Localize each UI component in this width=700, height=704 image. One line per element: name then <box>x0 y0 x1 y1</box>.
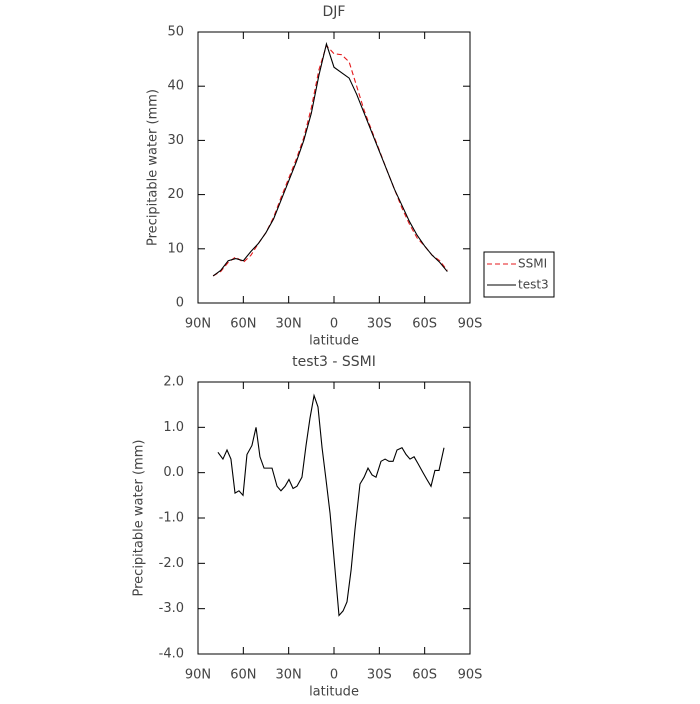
y-tick-label: -2.0 <box>159 556 184 571</box>
x-tick-label: 60S <box>412 317 437 332</box>
y-tick-label: 10 <box>167 241 184 256</box>
y-tick-label: -4.0 <box>159 647 184 662</box>
x-tick-label: 90N <box>185 668 211 683</box>
plot-frame <box>197 381 471 655</box>
chart-title: test3 - SSMI <box>292 354 376 370</box>
x-tick-label: 90S <box>458 668 483 683</box>
x-tick-label: 90S <box>458 317 483 332</box>
y-axis-label: Precipitable water (mm) <box>146 89 161 246</box>
x-axis-label: latitude <box>309 334 359 349</box>
legend-label: SSMI <box>518 257 547 271</box>
x-axis-label: latitude <box>309 685 359 700</box>
x-tick-label: 0 <box>330 317 338 332</box>
y-tick-label: -1.0 <box>159 511 184 526</box>
x-tick-label: 30N <box>276 317 302 332</box>
x-tick-label: 30S <box>367 317 392 332</box>
x-tick-label: 90N <box>185 317 211 332</box>
x-tick-label: 60N <box>230 668 256 683</box>
data-line <box>212 41 448 277</box>
chart-title: DJF <box>323 4 346 20</box>
x-tick-label: 30N <box>276 668 302 683</box>
y-tick-label: 0.0 <box>163 465 184 480</box>
y-tick-label: -3.0 <box>159 601 184 616</box>
x-tick-label: 0 <box>330 668 338 683</box>
legend-box <box>483 251 555 298</box>
x-tick-label: 60S <box>412 668 437 683</box>
y-tick-label: 20 <box>167 187 184 202</box>
y-axis-label: Precipitable water (mm) <box>132 440 147 597</box>
y-tick-label: 0 <box>176 296 184 311</box>
y-tick-label: 40 <box>167 79 184 94</box>
y-tick-label: 1.0 <box>163 420 184 435</box>
x-tick-label: 60N <box>230 317 256 332</box>
data-line <box>217 393 445 617</box>
x-tick-label: 30S <box>367 668 392 683</box>
y-tick-label: 30 <box>167 133 184 148</box>
plot-frame <box>197 31 471 304</box>
legend-label: test3 <box>518 278 549 292</box>
y-tick-label: 50 <box>167 25 184 40</box>
y-tick-label: 2.0 <box>163 375 184 390</box>
data-line <box>212 44 448 277</box>
